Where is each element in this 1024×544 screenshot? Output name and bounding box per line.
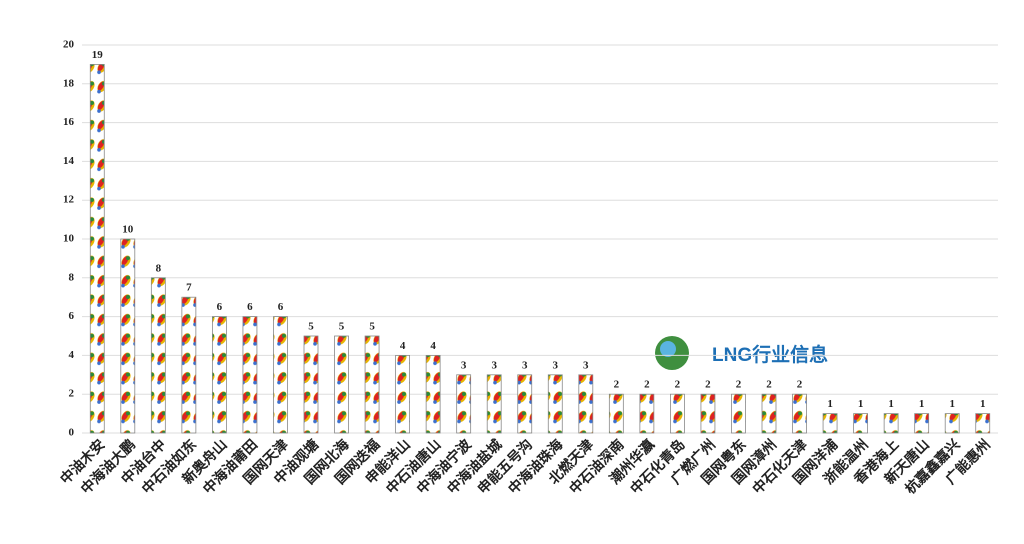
- value-label: 2: [614, 379, 620, 391]
- bar: [150, 277, 166, 434]
- value-label: 6: [247, 301, 253, 313]
- bar: [242, 316, 258, 434]
- value-label: 2: [705, 379, 711, 391]
- bar: [700, 393, 716, 434]
- bar: [364, 335, 380, 434]
- value-label: 4: [430, 340, 436, 352]
- bar: [334, 335, 349, 434]
- value-label: 3: [522, 359, 528, 371]
- value-label: 1: [858, 398, 864, 410]
- bar: [273, 316, 288, 434]
- y-tick-label: 20: [63, 39, 75, 51]
- value-label: 2: [797, 379, 803, 391]
- bar: [853, 413, 868, 434]
- value-label: 1: [888, 398, 894, 410]
- bar: [608, 393, 624, 434]
- bar: [486, 374, 502, 434]
- value-label: 1: [827, 398, 833, 410]
- value-label: 8: [156, 262, 162, 274]
- watermark: LNG行业信息: [655, 336, 828, 370]
- value-label: 2: [675, 379, 681, 391]
- value-label: 6: [217, 301, 223, 313]
- value-label: 5: [369, 321, 375, 333]
- bar: [975, 413, 991, 434]
- y-tick-label: 0: [69, 427, 75, 439]
- bar: [731, 393, 746, 434]
- value-label: 4: [400, 340, 406, 352]
- y-tick-label: 16: [63, 116, 75, 128]
- value-label: 5: [339, 321, 345, 333]
- value-label: 19: [92, 49, 104, 61]
- bar: [578, 374, 594, 434]
- value-label: 6: [278, 301, 284, 313]
- value-label: 1: [919, 398, 925, 410]
- bar: [456, 374, 472, 434]
- y-tick-label: 14: [63, 155, 75, 167]
- bar: [425, 354, 441, 434]
- bar: [883, 413, 899, 434]
- bar: [792, 393, 807, 434]
- value-label: 3: [553, 359, 559, 371]
- value-label: 3: [461, 359, 467, 371]
- bar: [670, 393, 685, 434]
- y-tick-label: 12: [63, 194, 75, 206]
- watermark-text: LNG行业信息: [712, 343, 828, 366]
- y-tick-label: 8: [69, 271, 75, 283]
- value-label: 2: [736, 379, 742, 391]
- bar: [914, 413, 930, 434]
- bar: [120, 238, 136, 434]
- y-tick-label: 4: [69, 349, 75, 361]
- y-tick-label: 2: [69, 388, 75, 400]
- y-tick-label: 6: [69, 310, 75, 322]
- bar: [639, 393, 655, 434]
- bar: [303, 335, 319, 434]
- value-label: 10: [122, 224, 134, 236]
- value-label: 2: [644, 379, 650, 391]
- bar: [181, 296, 197, 434]
- bar: [517, 374, 533, 434]
- bar: [944, 413, 960, 434]
- value-label: 3: [491, 359, 497, 371]
- y-tick-label: 10: [63, 233, 75, 245]
- value-label: 7: [186, 282, 192, 294]
- y-tick-label: 18: [63, 77, 75, 89]
- value-label: 2: [766, 379, 772, 391]
- bar: [547, 374, 563, 434]
- bar: [89, 64, 105, 434]
- bar: [395, 354, 411, 434]
- value-label: 3: [583, 359, 589, 371]
- value-label: 1: [980, 398, 986, 410]
- bar: [761, 393, 777, 434]
- bar: [822, 413, 838, 434]
- value-label: 5: [308, 321, 314, 333]
- value-label: 1: [949, 398, 955, 410]
- bar: [211, 316, 227, 434]
